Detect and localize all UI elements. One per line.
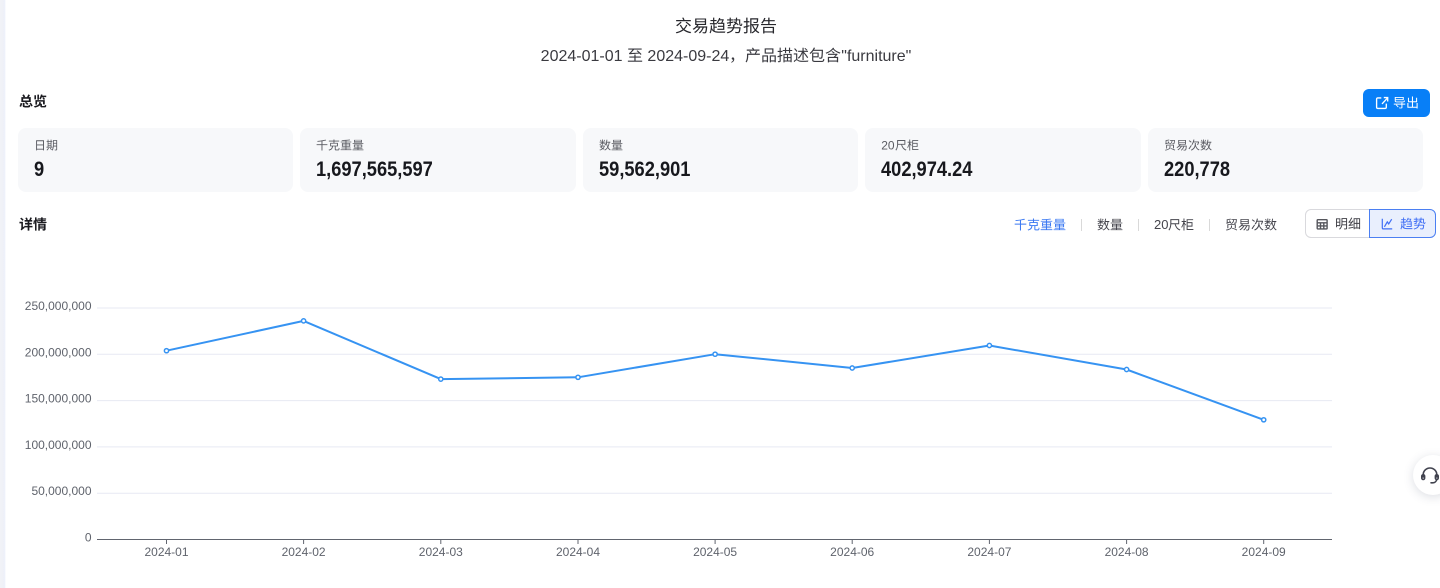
svg-text:200,000,000: 200,000,000 [25,345,92,359]
svg-text:2024-01: 2024-01 [144,545,188,559]
svg-text:0: 0 [85,531,92,545]
svg-text:2024-07: 2024-07 [967,545,1011,559]
svg-text:2024-06: 2024-06 [830,545,874,559]
svg-text:50,000,000: 50,000,000 [31,484,91,498]
svg-text:100,000,000: 100,000,000 [25,438,92,452]
svg-text:2024-09: 2024-09 [1242,545,1286,559]
svg-text:250,000,000: 250,000,000 [25,299,92,313]
svg-text:150,000,000: 150,000,000 [25,392,92,406]
svg-text:2024-08: 2024-08 [1105,545,1149,559]
svg-text:2024-02: 2024-02 [282,545,326,559]
svg-text:2024-04: 2024-04 [556,545,600,559]
svg-text:2024-05: 2024-05 [693,545,737,559]
svg-text:2024-03: 2024-03 [419,545,463,559]
